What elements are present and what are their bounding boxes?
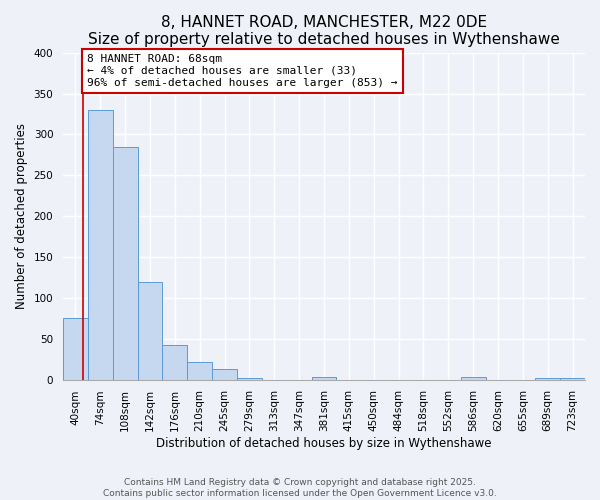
Text: 8 HANNET ROAD: 68sqm
← 4% of detached houses are smaller (33)
96% of semi-detach: 8 HANNET ROAD: 68sqm ← 4% of detached ho… xyxy=(87,54,398,88)
Bar xyxy=(212,369,237,380)
Bar xyxy=(535,378,560,380)
Bar xyxy=(137,282,163,380)
Bar xyxy=(461,377,485,380)
Bar xyxy=(237,378,262,380)
X-axis label: Distribution of detached houses by size in Wythenshawe: Distribution of detached houses by size … xyxy=(156,437,492,450)
Title: 8, HANNET ROAD, MANCHESTER, M22 0DE
Size of property relative to detached houses: 8, HANNET ROAD, MANCHESTER, M22 0DE Size… xyxy=(88,15,560,48)
Bar xyxy=(163,346,187,380)
Bar xyxy=(63,318,88,380)
Text: Contains HM Land Registry data © Crown copyright and database right 2025.
Contai: Contains HM Land Registry data © Crown c… xyxy=(103,478,497,498)
Bar xyxy=(113,146,137,380)
Bar xyxy=(187,362,212,380)
Y-axis label: Number of detached properties: Number of detached properties xyxy=(15,123,28,309)
Bar xyxy=(88,110,113,380)
Bar xyxy=(311,377,337,380)
Bar xyxy=(560,378,585,380)
